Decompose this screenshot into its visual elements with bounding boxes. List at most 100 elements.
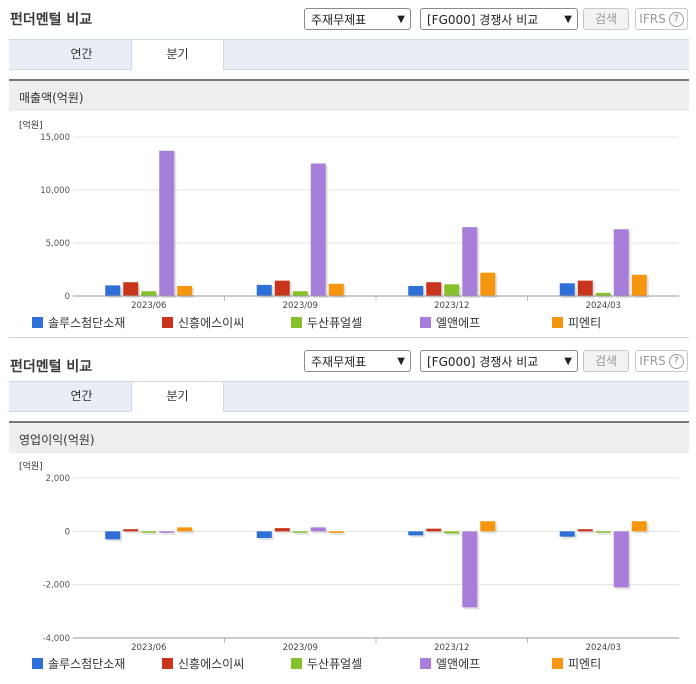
bar [292,531,308,533]
bar [426,282,442,296]
legend-swatch [162,317,173,328]
bar [559,283,575,296]
legend-label: 두산퓨얼셀 [307,316,363,330]
legend-item[interactable]: 두산퓨얼셀 [291,655,362,672]
legend-label: 두산퓨얼셀 [307,657,363,671]
period-tabs: 연간 분기 [9,381,689,412]
period-tabs: 연간 분기 [9,39,689,70]
bar [595,531,611,533]
x-tick-label: 2023/12 [434,301,469,311]
legend-swatch [32,317,43,328]
bar [141,291,157,296]
bar [631,521,647,532]
y-tick-label: -4,000 [43,634,70,644]
legend-swatch [420,317,431,328]
bar [159,531,175,533]
legend-swatch [32,658,43,669]
y-tick-label: 2,000 [46,474,70,484]
section-divider [9,337,689,338]
legend-item[interactable]: 엘앤에프 [420,655,480,672]
operating-profit-chart-svg: [억원] -4,000 -2,000 0 2,000 2023/06 2023/09 2023… [19,460,679,653]
bar [577,529,593,532]
bar [123,282,139,296]
chevron-down-icon: ▼ [564,14,572,25]
bar-shadow [161,533,177,535]
help-icon: ? [668,354,684,369]
legend-item[interactable]: 두산퓨얼셀 [291,314,362,331]
legend-item[interactable]: 피엔티 [552,314,601,331]
x-tick-label: 2023/06 [131,643,166,653]
bar-shadow [428,530,444,534]
bar-shadow [294,533,310,535]
peer-group-select[interactable]: [FG000] 경쟁사 비교 ▼ [420,8,578,30]
bar [274,280,290,296]
bar [159,150,175,296]
bar-shadow [446,533,462,536]
legend-label: 신흥에스이씨 [178,316,245,330]
bar [444,284,460,296]
bar [105,285,121,296]
bar [310,163,326,296]
bar [631,274,647,296]
tab-annual[interactable]: 연간 [70,389,93,403]
bar-shadow [276,530,292,534]
bar [256,284,272,296]
peer-group-select[interactable]: [FG000] 경쟁사 비교 ▼ [420,350,578,372]
unit-label: [억원] [19,460,43,472]
section-title: 펀더멘털 비교 [10,359,93,375]
legend-item[interactable]: 솔루스첨단소재 [32,655,125,672]
bar [444,531,460,534]
legend-swatch [552,658,563,669]
chevron-down-icon: ▼ [397,356,405,367]
bar [123,529,139,532]
fundamental-panel-sales: 펀더멘털 비교 주재무제표 ▼ [FG000] 경쟁사 비교 ▼ 검색 IFRS… [0,0,696,340]
legend-label: 신흥에스이씨 [178,657,245,671]
bar [256,531,272,538]
ifrs-help-button[interactable]: IFRS? [635,350,688,372]
bar-shadow [143,533,159,535]
legend-item[interactable]: 피엔티 [552,655,601,672]
chart-subheader: 매출액(억원) [9,79,689,111]
x-tick-label: 2023/06 [131,301,166,311]
bar [480,272,496,296]
search-button[interactable]: 검색 [583,350,629,372]
bar [426,528,442,532]
x-tick-label: 2024/03 [586,301,621,311]
legend-item[interactable]: 엘앤에프 [420,314,480,331]
bar-shadow [579,531,595,534]
ifrs-help-button[interactable]: IFRS? [635,8,688,30]
tab-quarterly[interactable]: 분기 [131,382,224,412]
bar [310,527,326,532]
tab-quarterly[interactable]: 분기 [131,40,224,70]
chevron-down-icon: ▼ [564,356,572,367]
chart-subheader-label: 영업이익(억원) [19,433,95,447]
bar [559,531,575,537]
statement-select[interactable]: 주재무제표 ▼ [304,350,411,372]
bar [408,285,424,296]
y-tick-label: -2,000 [43,581,70,591]
bar [328,283,344,296]
bar [480,521,496,532]
legend-item[interactable]: 신흥에스이씨 [162,314,244,331]
sales-chart-svg: [억원] 0 5,000 10,000 15,000 2023/06 2023/09 2023… [19,119,679,311]
y-tick-label: 0 [65,292,70,302]
x-tick-label: 2023/12 [434,643,469,653]
chart-subheader: 영업이익(억원) [9,421,689,453]
bar [274,528,290,532]
bar [177,527,193,532]
x-tick-label: 2024/03 [586,643,621,653]
legend-swatch [291,317,302,328]
tab-annual[interactable]: 연간 [70,47,93,61]
bar-shadow [597,533,613,535]
legend-item[interactable]: 신흥에스이씨 [162,655,244,672]
legend-item[interactable]: 솔루스첨단소재 [32,314,125,331]
chevron-down-icon: ▼ [397,14,405,25]
x-tick-label: 2023/09 [283,301,318,311]
bar [141,531,157,533]
search-button[interactable]: 검색 [583,8,629,30]
section-title: 펀더멘털 비교 [10,12,93,28]
statement-select[interactable]: 주재무제표 ▼ [304,8,411,30]
legend-label: 솔루스첨단소재 [48,316,126,330]
bar-shadow [330,533,346,535]
legend-swatch [291,658,302,669]
